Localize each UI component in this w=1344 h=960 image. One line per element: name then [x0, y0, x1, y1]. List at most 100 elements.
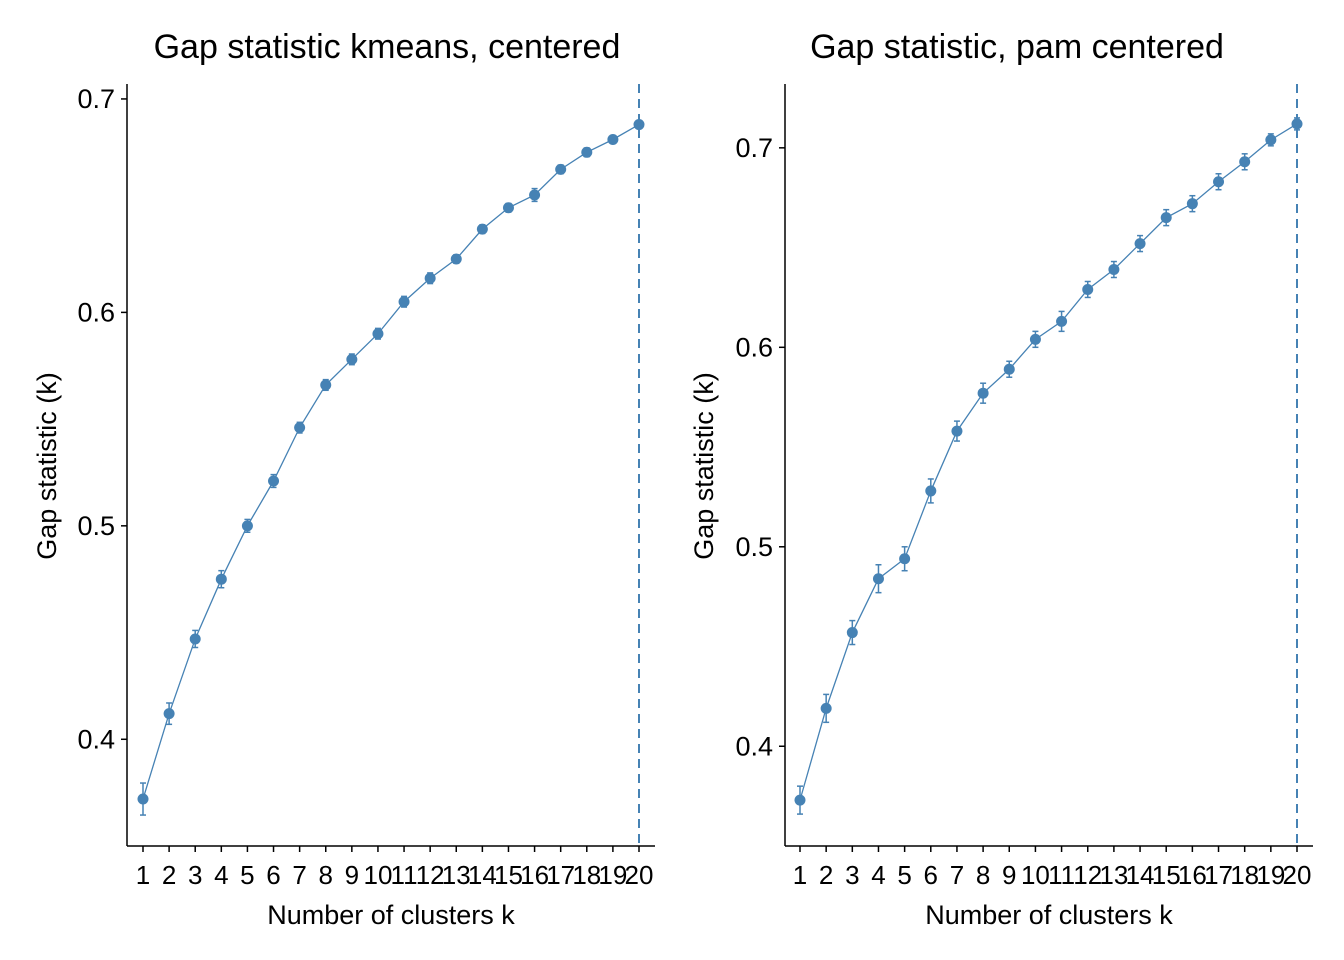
x-axis-title: Number of clusters k	[925, 900, 1173, 930]
x-axis-title: Number of clusters k	[267, 900, 515, 930]
data-point	[1056, 315, 1068, 327]
series-line	[142, 123, 640, 800]
plot-area: 0.40.50.60.71 2 3 4 5 6 7 8 9 1011121314151617181…	[735, 84, 1313, 890]
data-point	[1239, 156, 1251, 168]
x-tick-label: 18	[572, 860, 601, 890]
data-point	[294, 422, 306, 434]
x-tick-label: 1	[793, 860, 807, 890]
y-axis-title: Gap statistic (k)	[689, 372, 719, 560]
x-tick-label: 7	[950, 860, 964, 890]
y-tick-label: 0.4	[77, 724, 115, 754]
x-tick-label: 11	[391, 860, 418, 890]
x-tick-label: 2	[162, 860, 176, 890]
data-point	[450, 253, 462, 265]
x-tick-label: 8	[319, 860, 333, 890]
data-point	[163, 708, 175, 720]
data-point	[581, 146, 593, 158]
x-tick-label: 5	[897, 860, 911, 890]
x-tick-label: 14	[468, 860, 497, 890]
data-point	[137, 793, 149, 805]
panel-kmeans: Gap statistic kmeans, centered Gap stati…	[32, 28, 655, 930]
data-point	[951, 425, 963, 437]
y-tick-label: 0.6	[77, 297, 115, 327]
data-point	[1213, 176, 1225, 188]
data-point	[529, 189, 541, 201]
x-tick-label: 20	[1283, 860, 1312, 890]
data-point	[268, 475, 280, 487]
data-point	[899, 553, 911, 565]
data-point	[633, 119, 645, 131]
data-point	[1003, 363, 1015, 375]
x-tick-label: 2	[819, 860, 833, 890]
x-tick-label: 7	[292, 860, 306, 890]
data-point	[872, 573, 884, 585]
data-point	[1108, 264, 1120, 276]
data-point	[241, 520, 253, 532]
x-tick-label: 20	[625, 860, 654, 890]
x-tick-label: 6	[924, 860, 938, 890]
y-tick-label: 0.6	[735, 332, 773, 362]
x-tick-label: 12	[416, 860, 445, 890]
panel-pam: Gap statistic, pam centered Gap statisti…	[689, 28, 1313, 930]
panel-title: Gap statistic kmeans, centered	[154, 28, 621, 66]
x-tick-label: 9	[345, 860, 359, 890]
data-point	[607, 133, 619, 145]
data-point	[555, 163, 567, 175]
data-point	[372, 328, 384, 340]
x-tick-label: 3	[188, 860, 202, 890]
y-tick-label: 0.4	[735, 731, 773, 761]
y-tick-label: 0.5	[735, 532, 773, 562]
data-point	[1291, 118, 1303, 130]
x-tick-label: 15	[1152, 860, 1181, 890]
x-tick-label: 11	[1048, 860, 1075, 890]
y-tick-label: 0.7	[77, 84, 115, 114]
x-tick-label: 17	[1204, 860, 1233, 890]
panel-title: Gap statistic, pam centered	[810, 28, 1224, 66]
x-tick-label: 18	[1230, 860, 1259, 890]
x-tick-label: 16	[1178, 860, 1207, 890]
x-tick-label: 10	[1021, 860, 1050, 890]
x-tick-label: 4	[871, 860, 885, 890]
data-point	[1082, 283, 1094, 295]
x-tick-label: 5	[240, 860, 254, 890]
x-tick-label: 19	[1256, 860, 1285, 890]
x-tick-label: 4	[214, 860, 228, 890]
x-tick-label: 15	[494, 860, 523, 890]
x-tick-label: 13	[1099, 860, 1128, 890]
x-tick-label: 9	[1002, 860, 1016, 890]
data-point	[846, 627, 858, 639]
x-tick-label: 12	[1073, 860, 1102, 890]
y-tick-label: 0.5	[77, 511, 115, 541]
data-point	[1160, 212, 1172, 224]
x-tick-label: 17	[546, 860, 575, 890]
data-point	[346, 353, 358, 365]
y-axis-title: Gap statistic (k)	[32, 372, 62, 560]
data-point	[820, 702, 832, 714]
data-point	[1186, 198, 1198, 210]
x-tick-label: 19	[598, 860, 627, 890]
x-tick-label: 13	[442, 860, 471, 890]
data-point	[1265, 134, 1277, 146]
data-point	[794, 794, 806, 806]
x-tick-label: 8	[976, 860, 990, 890]
y-tick-label: 0.7	[735, 133, 773, 163]
data-point	[977, 387, 989, 399]
data-point	[189, 633, 201, 645]
data-point	[1134, 238, 1146, 250]
data-point	[925, 485, 937, 497]
data-point	[476, 223, 488, 235]
x-tick-label: 1	[136, 860, 150, 890]
data-point	[1029, 333, 1041, 345]
data-point	[424, 272, 436, 284]
data-point	[320, 379, 332, 391]
x-tick-label: 10	[363, 860, 392, 890]
x-tick-label: 3	[845, 860, 859, 890]
data-point	[215, 573, 227, 585]
x-tick-label: 16	[520, 860, 549, 890]
x-tick-label: 6	[266, 860, 280, 890]
x-tick-label: 14	[1126, 860, 1155, 890]
data-point	[502, 202, 514, 214]
plot-area: 0.40.50.60.71 2 3 4 5 6 7 8 9 1011121314151617181…	[77, 84, 655, 890]
